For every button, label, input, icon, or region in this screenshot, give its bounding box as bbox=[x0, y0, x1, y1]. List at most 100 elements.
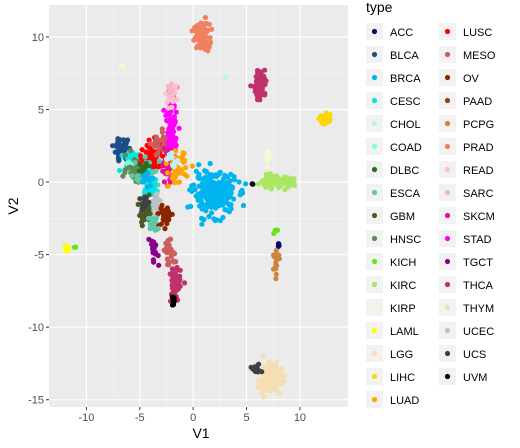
point-gbm bbox=[139, 219, 145, 225]
point-thym bbox=[266, 382, 272, 388]
point-brca bbox=[200, 204, 206, 210]
point-chol bbox=[163, 156, 170, 162]
legend-swatch bbox=[371, 143, 378, 150]
point-lusc bbox=[143, 149, 149, 155]
point-acc bbox=[276, 241, 282, 247]
legend-swatch bbox=[444, 189, 451, 196]
point-brca bbox=[205, 184, 211, 190]
point-brca bbox=[212, 187, 219, 193]
point-kirc bbox=[267, 179, 274, 185]
point-brca bbox=[141, 177, 147, 184]
point-brca bbox=[202, 188, 208, 194]
point-thym bbox=[272, 387, 278, 393]
point-luad bbox=[165, 183, 171, 189]
point-brca bbox=[195, 174, 201, 180]
legend-swatch bbox=[371, 120, 378, 127]
point-brca bbox=[225, 195, 231, 201]
point-esca bbox=[153, 168, 159, 174]
point-hnsc bbox=[122, 152, 128, 158]
point-brca bbox=[206, 213, 212, 220]
legend: ACC BLCA BRCA CESC CHOL COAD DLBC ESCA GBM HNSC KI… bbox=[366, 23, 496, 408]
point-tgct bbox=[152, 251, 158, 257]
point-read bbox=[165, 105, 171, 111]
legend-swatch bbox=[444, 258, 451, 265]
point-pcpg bbox=[273, 271, 279, 277]
point-lihc bbox=[321, 119, 327, 125]
legend-label-cesc: CESC bbox=[390, 96, 421, 108]
point-blca bbox=[121, 137, 127, 143]
point-blca bbox=[125, 137, 131, 143]
legend-swatch bbox=[444, 51, 451, 58]
point-luad bbox=[189, 163, 195, 169]
point-thca bbox=[261, 91, 267, 97]
point-brca bbox=[209, 172, 215, 178]
point-prad bbox=[203, 44, 209, 50]
point-kirc bbox=[282, 187, 288, 193]
point-brca bbox=[193, 193, 199, 199]
point-brca bbox=[228, 202, 234, 208]
legend-label-kirp: KIRP bbox=[390, 303, 416, 315]
point-thym bbox=[263, 387, 269, 393]
point-pcpg bbox=[271, 252, 277, 258]
point-brca bbox=[192, 187, 198, 193]
legend-label-tgct: TGCT bbox=[463, 257, 493, 269]
legend-label-thym: THYM bbox=[463, 303, 494, 315]
point-meso bbox=[153, 134, 159, 140]
legend-swatch bbox=[444, 373, 451, 380]
point-stad bbox=[172, 119, 178, 125]
point-meso bbox=[159, 126, 165, 132]
point-kirc bbox=[273, 173, 279, 179]
point-tgct bbox=[151, 239, 157, 245]
point-laml bbox=[63, 248, 69, 254]
point-luad bbox=[165, 170, 171, 176]
point-brca bbox=[209, 210, 215, 216]
point-kirp bbox=[264, 156, 270, 162]
point-gbm bbox=[146, 211, 152, 217]
legend-label-sarc: SARC bbox=[463, 188, 494, 200]
point-thca bbox=[252, 89, 258, 95]
point-ucs bbox=[255, 369, 261, 375]
point-brca bbox=[213, 192, 219, 198]
legend-label-luad: LUAD bbox=[390, 395, 419, 407]
point-stad bbox=[172, 141, 178, 147]
point-luad bbox=[178, 167, 185, 173]
point-tgct bbox=[150, 243, 156, 249]
point-brca bbox=[208, 204, 214, 210]
y-tick-label: 5 bbox=[38, 104, 44, 116]
point-read bbox=[174, 96, 180, 102]
point-thym bbox=[257, 377, 264, 383]
point-pcpg bbox=[273, 259, 279, 266]
x-tick-label: -10 bbox=[78, 412, 94, 424]
point-thca bbox=[182, 280, 188, 286]
point-ucs bbox=[140, 203, 146, 209]
legend-label-prad: PRAD bbox=[463, 142, 494, 154]
point-kirc bbox=[269, 184, 275, 191]
point-chol bbox=[175, 158, 181, 164]
x-tick-label: 5 bbox=[243, 412, 249, 424]
point-brca bbox=[218, 181, 224, 187]
point-stad bbox=[166, 119, 172, 125]
legend-swatch bbox=[371, 235, 378, 242]
point-dlbc bbox=[146, 164, 152, 170]
point-kirc bbox=[272, 181, 278, 187]
point-lusc bbox=[139, 147, 145, 153]
point-lusc bbox=[138, 153, 144, 159]
point-thym bbox=[259, 391, 265, 397]
legend-label-lihc: LIHC bbox=[390, 372, 415, 384]
point-luad bbox=[163, 160, 169, 166]
point-blca bbox=[116, 158, 122, 164]
y-tick-label: 10 bbox=[32, 32, 44, 44]
point-stad bbox=[169, 132, 175, 138]
point-thym bbox=[273, 369, 279, 375]
point-brca bbox=[205, 194, 211, 200]
legend-label-pcpg: PCPG bbox=[463, 119, 494, 131]
legend-label-paad: PAAD bbox=[463, 96, 492, 108]
point-chol bbox=[166, 152, 172, 158]
point-brca bbox=[201, 217, 207, 223]
y-axis-label: V2 bbox=[5, 197, 21, 214]
point-prad bbox=[199, 24, 205, 30]
legend-swatch bbox=[371, 28, 378, 35]
point-stad bbox=[163, 112, 169, 119]
legend-swatch bbox=[371, 258, 378, 265]
legend-label-blca: BLCA bbox=[390, 50, 419, 62]
